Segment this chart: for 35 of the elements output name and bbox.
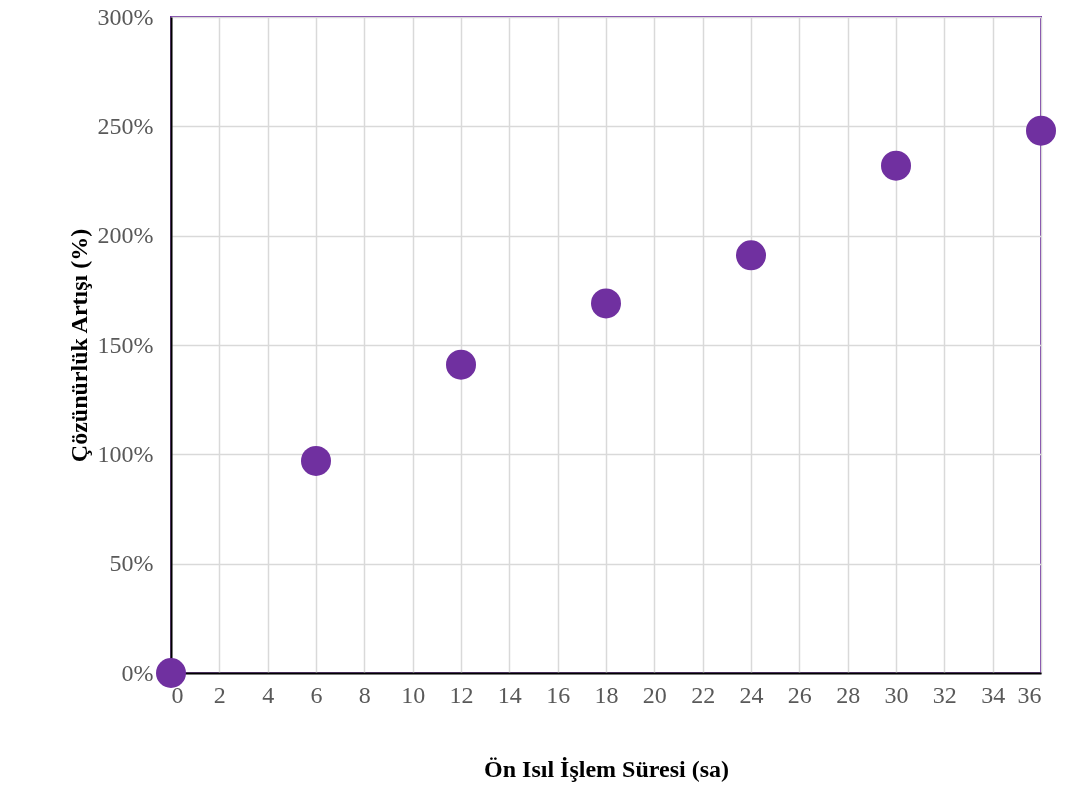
x-tick-label: 6 <box>310 681 323 708</box>
x-tick-label: 14 <box>497 681 522 708</box>
x-tick-label: 0 <box>171 681 184 708</box>
x-tick-label: 22 <box>691 681 716 708</box>
point <box>301 445 331 476</box>
x-tick-label: 28 <box>836 681 861 708</box>
x-tick-label: 8 <box>358 681 371 708</box>
x-tick-label: 36 <box>1017 681 1042 708</box>
y-tick-label: 150% <box>97 331 154 358</box>
x-tick-label: 2 <box>213 681 226 708</box>
x-tick-label: 12 <box>449 681 474 708</box>
x-tick-label: 30 <box>884 681 909 708</box>
y-tick-label: 0% <box>121 659 154 686</box>
point <box>591 288 621 319</box>
x-tick-label: 10 <box>401 681 426 708</box>
x-tick-label: 24 <box>739 681 764 708</box>
point <box>881 150 911 181</box>
y-tick-label: 300% <box>97 3 154 30</box>
x-tick-label: 34 <box>981 681 1006 708</box>
x-tick-label: 26 <box>787 681 812 708</box>
y-axis-title: Çözünürlük Artışı (%) <box>65 228 92 463</box>
x-tick-label: 32 <box>932 681 957 708</box>
y-tick-label: 100% <box>97 440 154 467</box>
y-tick-label: 250% <box>97 112 154 139</box>
point <box>156 658 186 688</box>
x-tick-label: 18 <box>594 681 619 708</box>
point <box>1026 115 1056 146</box>
y-tick-label: 50% <box>109 550 154 577</box>
y-tick-label: 200% <box>97 222 154 249</box>
x-tick-label: 4 <box>262 681 275 708</box>
x-tick-label: 20 <box>642 681 667 708</box>
point <box>736 240 766 271</box>
point <box>446 349 476 380</box>
x-tick-label: 16 <box>546 681 571 708</box>
x-axis-title: Ön Isıl İşlem Süresi (sa) <box>484 755 729 782</box>
